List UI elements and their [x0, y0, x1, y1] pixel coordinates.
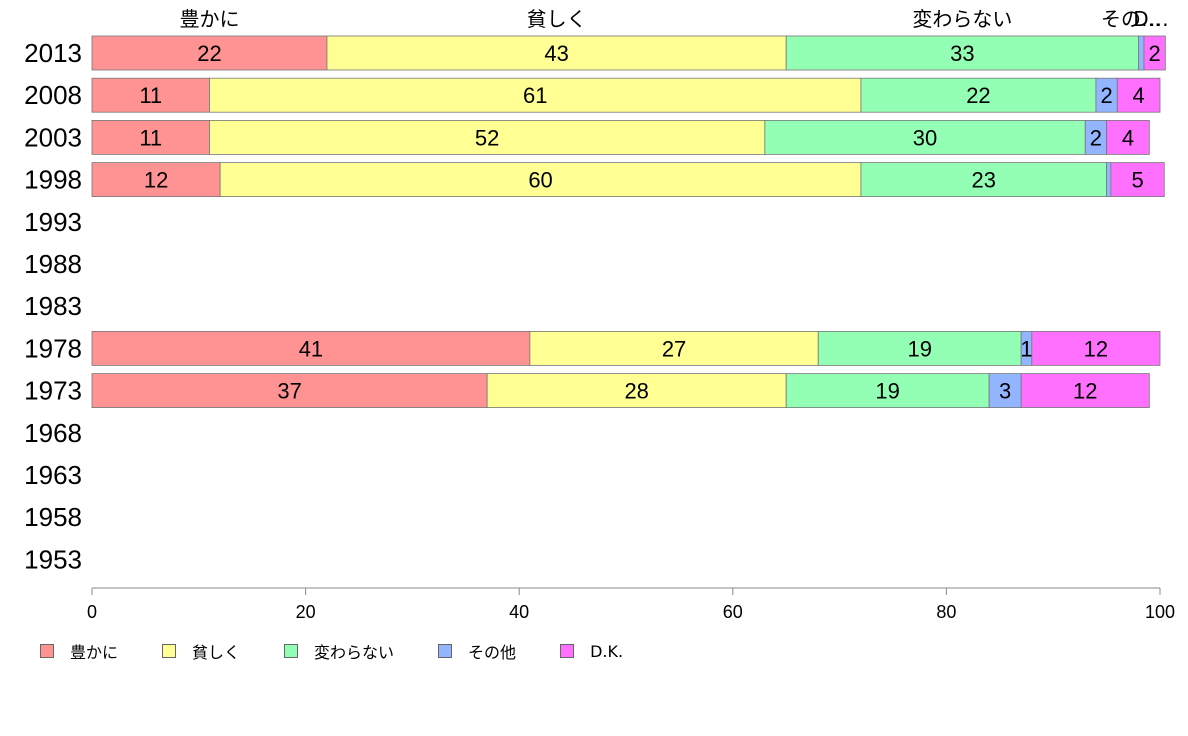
value-label-1973-2: 28: [624, 379, 648, 404]
category-label-1958: 1958: [24, 502, 82, 532]
value-label-2013-2: 43: [544, 41, 568, 66]
bar-1978-segment-5: [1031, 330, 1161, 366]
bar-2003-segment-3: [764, 120, 1086, 155]
bar-2008-segment-3: [860, 77, 1097, 113]
bar-1978-segment-3: [817, 330, 1022, 366]
bar-1978-segment-1: [91, 330, 531, 366]
bar-2013-segment-5: [1143, 35, 1166, 71]
bar-1998-segment-4: [1106, 162, 1112, 198]
value-label-2003-5: 4: [1122, 125, 1134, 150]
x-tick-label-80: 80: [936, 602, 956, 622]
legend-item-1: 豊かに: [40, 639, 118, 663]
legend-item-3: 変わらない: [284, 639, 394, 663]
value-label-1998-2: 60: [528, 168, 552, 193]
value-label-1998-5: 5: [1131, 168, 1143, 193]
bar-1973-segment-2: [486, 373, 787, 409]
legend-label: 貧しく: [192, 643, 241, 662]
value-label-1978-4: 1: [1020, 336, 1032, 361]
bar-1998-segment-2: [219, 162, 862, 198]
value-label-2008-4: 2: [1100, 83, 1112, 108]
legend-swatch: [438, 644, 453, 658]
category-label-1963: 1963: [24, 460, 82, 490]
legend-item-4: その他: [438, 639, 516, 663]
top-label-4: その…: [1101, 7, 1161, 31]
value-label-2013-1: 22: [197, 41, 221, 66]
bar-1973-segment-3: [785, 373, 990, 409]
value-label-1978-5: 12: [1084, 336, 1108, 361]
value-label-2008-5: 4: [1133, 83, 1145, 108]
x-tick-label-40: 40: [509, 602, 529, 622]
legend-label: 変わらない: [314, 643, 395, 662]
bar-2013-segment-1: [91, 35, 328, 71]
bar-2003-segment-5: [1106, 120, 1150, 155]
x-tick-label-20: 20: [296, 602, 316, 622]
value-label-1998-3: 23: [972, 168, 996, 193]
category-label-2008: 2008: [24, 80, 82, 110]
value-label-2008-3: 22: [966, 83, 990, 108]
bar-1973-segment-1: [91, 373, 488, 409]
category-label-1988: 1988: [24, 249, 82, 279]
x-tick-label-0: 0: [87, 602, 97, 622]
bar-1973-segment-5: [1020, 373, 1150, 409]
legend-label: その他: [468, 643, 517, 662]
top-label-5: D…: [1133, 7, 1168, 31]
value-label-2013-3: 33: [950, 41, 974, 66]
legend-label: 豊かに: [70, 643, 119, 662]
category-label-2003: 2003: [24, 122, 82, 152]
category-label-1993: 1993: [24, 207, 82, 237]
category-label-1983: 1983: [24, 291, 82, 321]
bar-1998-segment-3: [860, 162, 1108, 198]
bar-2013-segment-4: [1138, 35, 1145, 71]
value-label-1998-1: 12: [144, 168, 168, 193]
category-label-1968: 1968: [24, 418, 82, 448]
value-label-2003-4: 2: [1090, 125, 1102, 150]
bar-2003-segment-2: [209, 120, 766, 155]
legend-swatch: [162, 644, 177, 658]
value-label-2003-2: 52: [475, 125, 499, 150]
value-label-1973-3: 19: [875, 379, 899, 404]
bar-2008-segment-1: [91, 77, 210, 113]
value-label-2008-1: 11: [139, 83, 162, 108]
x-tick-label-60: 60: [723, 602, 743, 622]
value-label-1973-4: 3: [999, 379, 1011, 404]
value-label-2008-2: 61: [523, 83, 547, 108]
top-label-3: 変わらない: [912, 7, 1012, 31]
value-label-1978-1: 41: [299, 336, 323, 361]
value-label-1978-2: 27: [662, 336, 686, 361]
value-label-1978-3: 19: [907, 336, 931, 361]
value-label-1973-1: 37: [277, 379, 301, 404]
top-label-1: 豊かに: [179, 7, 239, 31]
legend-label: D.K.: [590, 641, 624, 661]
legend-swatch: [560, 644, 575, 658]
value-label-1973-5: 12: [1073, 379, 1097, 404]
legend: 豊かに 貧しく 変わらない その他 D.K.: [40, 640, 667, 662]
legend-swatch: [284, 644, 299, 658]
top-label-2: 貧しく: [527, 7, 587, 31]
legend-item-5: D.K.: [560, 642, 623, 661]
bar-2008-segment-2: [209, 77, 862, 113]
bar-2008-segment-5: [1116, 77, 1161, 113]
bar-2013-segment-2: [326, 35, 787, 71]
category-label-1978: 1978: [24, 333, 82, 363]
value-label-2003-3: 30: [913, 125, 937, 150]
x-tick-label-100: 100: [1145, 602, 1175, 622]
category-label-1973: 1973: [24, 376, 82, 406]
value-label-2003-1: 11: [139, 125, 162, 150]
legend-item-2: 貧しく: [162, 639, 240, 663]
legend-swatch: [40, 644, 54, 658]
bar-2013-segment-3: [785, 35, 1140, 71]
category-label-2013: 2013: [24, 38, 82, 68]
value-label-2013-5: 2: [1149, 41, 1161, 66]
category-label-1998: 1998: [24, 165, 82, 195]
bar-1978-segment-2: [529, 330, 819, 366]
category-label-1953: 1953: [24, 544, 82, 574]
bar-1998-segment-5: [1110, 162, 1165, 198]
bar-2003-segment-1: [91, 120, 210, 155]
